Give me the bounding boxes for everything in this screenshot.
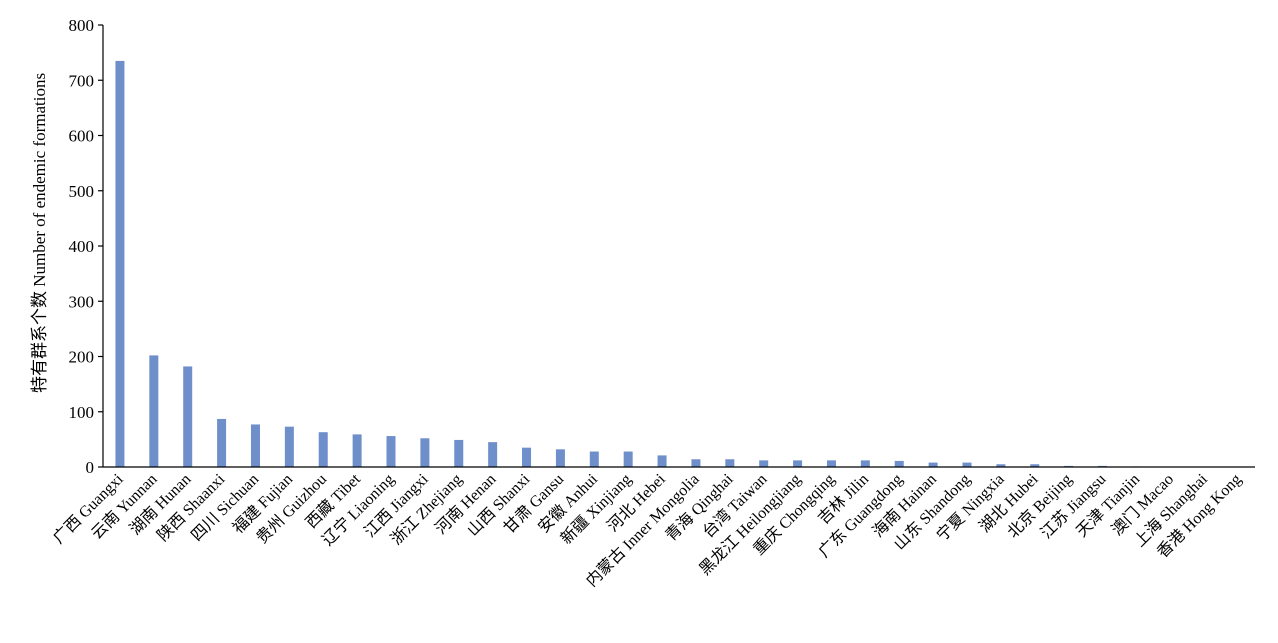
bar xyxy=(183,366,193,467)
bar xyxy=(386,436,396,467)
y-axis-label: 特有群系个数 Number of endemic formations xyxy=(30,73,49,393)
bar xyxy=(488,442,498,467)
y-axis: 0 100 200 300 400 500 600 700 800 xyxy=(69,16,104,477)
bar xyxy=(691,459,701,467)
bar xyxy=(589,451,599,467)
bar xyxy=(522,447,532,467)
bar xyxy=(793,460,803,467)
bar xyxy=(555,449,565,467)
bar xyxy=(962,462,972,467)
y-tick-label: 200 xyxy=(69,348,95,367)
bar xyxy=(623,451,633,467)
bar xyxy=(318,432,328,467)
y-tick-label: 0 xyxy=(86,458,95,477)
bars xyxy=(115,60,1141,467)
bar xyxy=(149,355,159,467)
y-tick-label: 400 xyxy=(69,237,95,256)
bar xyxy=(250,424,260,467)
bar xyxy=(928,462,938,467)
bar xyxy=(860,460,870,467)
bar xyxy=(454,439,464,467)
bar xyxy=(115,60,125,467)
y-tick-label: 600 xyxy=(69,127,95,146)
y-tick-label: 500 xyxy=(69,182,95,201)
y-tick-label: 100 xyxy=(69,403,95,422)
bar xyxy=(420,438,430,467)
y-tick-label: 800 xyxy=(69,16,95,35)
bar xyxy=(759,460,769,467)
bar xyxy=(284,426,294,467)
bar xyxy=(725,459,735,467)
bar xyxy=(826,460,836,467)
bar xyxy=(1030,464,1040,467)
bar xyxy=(657,455,667,467)
bar xyxy=(996,464,1006,467)
y-tick-label: 700 xyxy=(69,71,95,90)
bar xyxy=(894,460,904,467)
bar xyxy=(217,418,227,467)
bar xyxy=(352,434,362,467)
y-tick-label: 300 xyxy=(69,292,95,311)
